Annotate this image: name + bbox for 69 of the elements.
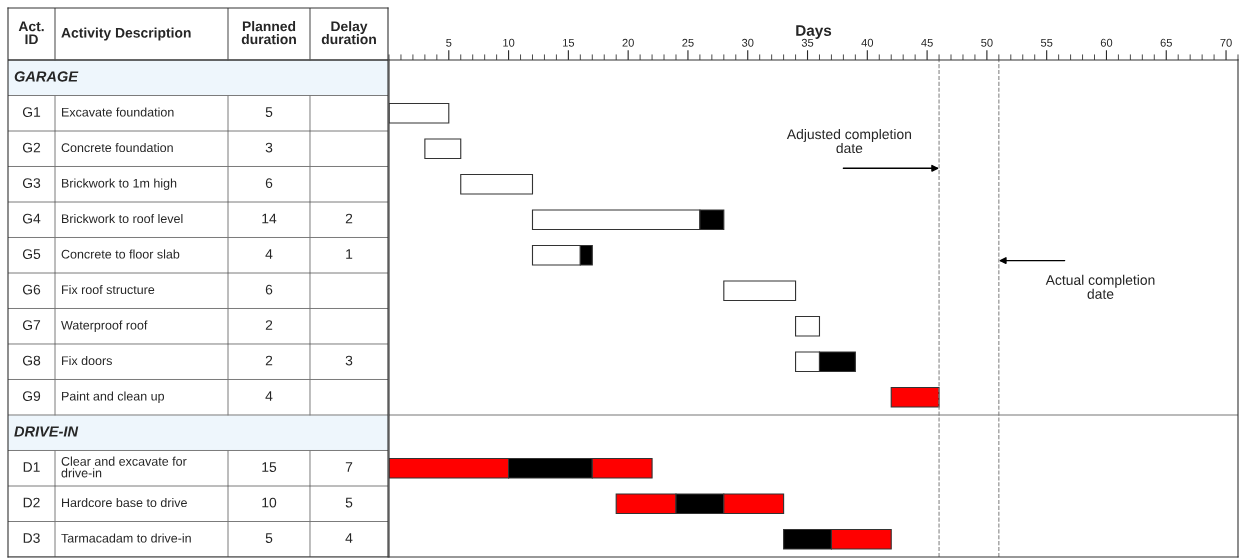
- text: G4: [22, 213, 41, 224]
- bar: [723, 280, 797, 302]
- text: 3: [345, 355, 353, 366]
- bar: [424, 138, 462, 160]
- text: 4: [265, 249, 273, 259]
- text: Fix roof structure: [62, 284, 155, 295]
- text: 2: [345, 213, 353, 224]
- text: 4: [265, 391, 273, 401]
- text: G8: [22, 355, 41, 366]
- text: G9: [22, 391, 41, 401]
- text: 4: [345, 533, 353, 543]
- text: 5: [265, 107, 273, 117]
- text: Fix doors: [62, 355, 112, 366]
- text: 5: [265, 533, 273, 543]
- text: 2: [265, 320, 273, 330]
- text: G3: [22, 178, 41, 188]
- text: Clear and excavate for drive-in: [61, 456, 187, 478]
- text: 15: [262, 462, 277, 472]
- x-tick-label: 60: [1100, 38, 1113, 47]
- x-tick-label: 55: [1040, 38, 1053, 47]
- category-label: Planned duration: [241, 21, 296, 45]
- text: GARAGE: [14, 71, 79, 82]
- text: Brickwork to roof level: [62, 213, 183, 224]
- text: 6: [265, 178, 273, 188]
- x-tick-label: 70: [1220, 38, 1232, 47]
- text: Tarmacadam to drive-in: [61, 533, 191, 543]
- text: D2: [23, 497, 40, 508]
- x-tick-label: 10: [503, 38, 515, 47]
- text: G2: [22, 142, 41, 153]
- category-label: Activity Description: [61, 27, 191, 41]
- x-tick-label: 25: [682, 38, 694, 47]
- text: G7: [22, 320, 41, 330]
- text: Concrete to floor slab: [61, 249, 180, 259]
- x-axis-title: Days: [796, 25, 832, 39]
- category-label: Delay duration: [321, 21, 376, 45]
- text: 14: [262, 213, 277, 224]
- text: Concrete foundation: [61, 142, 173, 153]
- bar: [460, 173, 534, 195]
- text: G5: [22, 249, 41, 259]
- category-label: Act. ID: [18, 21, 44, 45]
- text: Brickwork to 1m high: [62, 178, 177, 191]
- text: G6: [22, 284, 41, 295]
- text: 3: [265, 142, 273, 153]
- bar: [795, 315, 821, 337]
- x-tick-label: 45: [921, 38, 933, 47]
- text: D1: [23, 462, 40, 472]
- x-tick-label: 50: [981, 38, 993, 47]
- text: 2: [265, 355, 273, 366]
- ref-line-label: Actual completion date: [1045, 274, 1155, 299]
- x-tick-label: 20: [622, 38, 634, 47]
- text: 6: [265, 284, 273, 295]
- x-tick-label: 35: [801, 38, 814, 47]
- ref-line-label: Adjusted completion date: [786, 128, 912, 154]
- text: Hardcore base to drive: [62, 497, 187, 508]
- text: 5: [345, 497, 353, 508]
- text: Excavate foundation: [62, 107, 174, 117]
- text: 1: [346, 249, 353, 259]
- text: D3: [23, 533, 40, 543]
- x-tick-label: 65: [1160, 38, 1172, 47]
- text: 7: [345, 462, 353, 472]
- text: G1: [22, 107, 41, 117]
- x-tick-label: 30: [741, 38, 754, 47]
- text: Paint and clean up: [62, 391, 165, 404]
- x-tick-label: 15: [563, 38, 575, 47]
- text: 10: [262, 497, 277, 508]
- text: DRIVE-IN: [14, 426, 79, 437]
- x-tick-label: 5: [446, 38, 452, 47]
- text: Waterproof roof: [61, 320, 148, 333]
- x-tick-label: 40: [861, 38, 874, 47]
